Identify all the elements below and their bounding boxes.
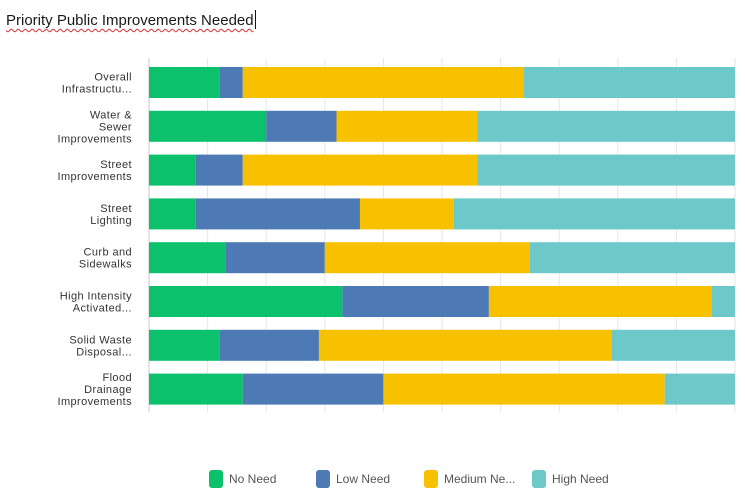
bar-curb-and-sidewalks-no-need[interactable] [149,242,226,274]
bar-solid-waste-disposal-medium-need[interactable] [318,329,612,361]
bar-flood-drainage-improvements-medium-need[interactable] [383,373,665,405]
bar-street-lighting-medium-need[interactable] [359,198,454,230]
stacked-bar-chart: Overall Infrastructu... Water & Sewer Improv… [58,58,736,412]
bar-water-sewer-improvements-medium-need[interactable] [336,110,478,142]
bar-high-intensity-activated-high-need[interactable] [711,286,735,317]
bar-solid-waste-disposal-no-need[interactable] [149,329,220,361]
legend-label-medium-need: Medium Ne... [444,472,516,486]
category-label-flood-drainage-improvements: Flood Drainage Improvements [58,372,133,408]
bar-overall-infrastructu-no-need[interactable] [149,67,220,98]
legend-swatch-medium-need [424,470,438,488]
bar-overall-infrastructu-high-need[interactable] [524,67,735,98]
bar-flood-drainage-improvements-no-need[interactable] [149,373,243,405]
bar-flood-drainage-improvements-high-need[interactable] [664,373,735,405]
bar-solid-waste-disposal-high-need[interactable] [611,329,735,361]
bar-solid-waste-disposal-low-need[interactable] [219,329,319,361]
chart-title-text: Priority Public Improvements Needed [6,12,254,29]
category-label-solid-waste-disposal: Solid Waste Disposal... [69,334,132,358]
legend-label-high-need: High Need [552,472,609,486]
bar-curb-and-sidewalks-high-need[interactable] [529,242,735,274]
legend-label-low-need: Low Need [336,472,391,486]
bar-street-lighting-low-need[interactable] [195,198,360,230]
bar-overall-infrastructu-medium-need[interactable] [242,67,525,98]
bar-street-improvements-high-need[interactable] [477,154,735,186]
bar-high-intensity-activated-low-need[interactable] [342,286,489,317]
bar-water-sewer-improvements-high-need[interactable] [477,110,735,142]
legend-swatch-low-need [316,470,330,488]
category-label-curb-and-sidewalks: Curb and Sidewalks [79,247,132,271]
bar-flood-drainage-improvements-low-need[interactable] [242,373,384,405]
bar-curb-and-sidewalks-low-need[interactable] [225,242,325,274]
chart-legend: No Need Low Need Medium Ne... High Need [0,470,745,490]
bar-street-lighting-no-need[interactable] [149,198,196,230]
bar-water-sewer-improvements-low-need[interactable] [266,110,337,142]
bar-overall-infrastructu-low-need[interactable] [219,67,243,98]
text-caret [254,10,256,29]
category-label-high-intensity-activated: High Intensity Activated... [60,291,132,315]
bar-street-improvements-medium-need[interactable] [242,154,478,186]
bar-high-intensity-activated-medium-need[interactable] [488,286,712,317]
legend-swatch-high-need [532,470,546,488]
category-label-street-lighting: Street Lighting [90,203,132,227]
bar-street-lighting-high-need[interactable] [453,198,735,230]
bar-curb-and-sidewalks-medium-need[interactable] [324,242,530,274]
bar-street-improvements-low-need[interactable] [195,154,243,186]
bar-high-intensity-activated-no-need[interactable] [149,286,343,317]
chart-title: Priority Public Improvements Needed [6,10,256,29]
legend-label-no-need: No Need [229,472,277,486]
legend-swatch-no-need [209,470,223,488]
category-label-overall-infrastructu: Overall Infrastructu... [62,72,132,96]
bar-water-sewer-improvements-no-need[interactable] [149,110,267,142]
category-label-street-improvements: Street Improvements [58,159,133,183]
bar-street-improvements-no-need[interactable] [149,154,196,186]
category-label-water-sewer-improvements: Water & Sewer Improvements [58,109,133,145]
